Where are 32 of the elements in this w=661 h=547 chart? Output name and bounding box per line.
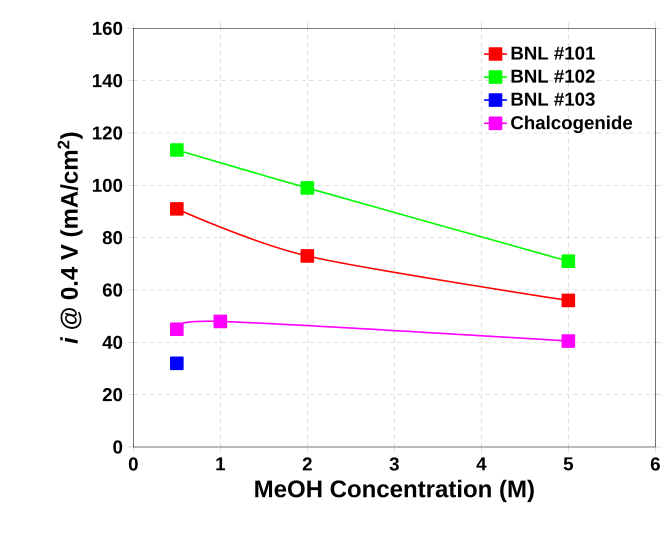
- point: [170, 356, 184, 370]
- y-tick-label: 60: [102, 283, 122, 297]
- y-tick-label: 80: [102, 231, 122, 244]
- point: [562, 294, 576, 308]
- y-tick-label: 120: [92, 126, 122, 140]
- x-tick-label: 4: [476, 457, 486, 470]
- y-tick-label: 160: [92, 22, 122, 35]
- y-tick-label: 140: [92, 74, 122, 88]
- y-tick-label: 100: [92, 178, 122, 192]
- x-axis-title: MeOH Concentration (M): [255, 480, 534, 502]
- x-tick-label: 3: [390, 457, 399, 471]
- point: [170, 202, 184, 216]
- point: [170, 322, 184, 336]
- legend-label: BNL #103: [512, 92, 595, 106]
- x-tick-label: 6: [650, 457, 660, 471]
- point: [562, 334, 576, 348]
- point: [170, 143, 184, 157]
- legend-label: BNL #102: [512, 70, 595, 83]
- y-tick-label: 0: [113, 440, 122, 454]
- point: [300, 249, 314, 263]
- x-tick-label: 2: [302, 457, 312, 470]
- x-tick-label: 1: [216, 457, 226, 470]
- legend-label: BNL #101: [512, 46, 595, 60]
- y-tick-label: 40: [102, 336, 122, 349]
- point: [300, 181, 314, 195]
- x-tick-label: 0: [128, 457, 138, 471]
- x-tick-label: 5: [564, 457, 574, 470]
- legend-label: Chalcogenide: [511, 116, 632, 134]
- point: [562, 254, 576, 268]
- point: [214, 314, 228, 328]
- y-tick-label: 20: [102, 388, 122, 402]
- y-axis-title: i @ 0.4 V (mA/cm$^{2}$): [58, 132, 83, 344]
